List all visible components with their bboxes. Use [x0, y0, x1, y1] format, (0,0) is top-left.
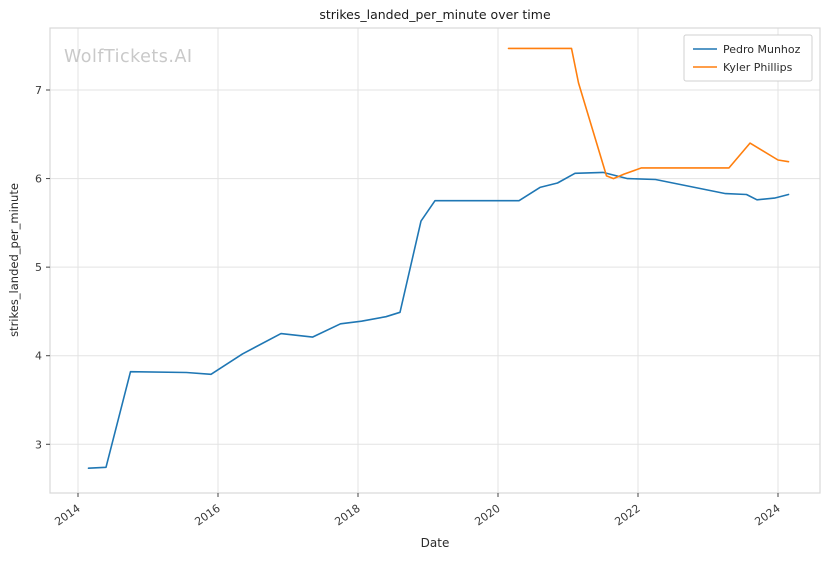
legend: Pedro Munhoz Kyler Phillips: [683, 34, 813, 82]
y-tick-label: 4: [35, 350, 42, 363]
series-line-kyler-phillips: [507, 47, 790, 180]
x-tick-label: 2018: [332, 502, 362, 529]
x-tick-label: 2020: [472, 502, 502, 529]
x-tick-label: 2022: [612, 502, 642, 529]
x-tick-label: 2024: [752, 502, 782, 529]
legend-label: Pedro Munhoz: [723, 43, 801, 56]
chart-title: strikes_landed_per_minute over time: [319, 7, 551, 22]
x-axis-label: Date: [420, 536, 450, 550]
y-tick-label: 3: [35, 438, 42, 451]
y-axis-label: strikes_landed_per_minute: [7, 183, 21, 337]
series-line-pedro-munhoz: [87, 171, 790, 469]
plot-border: [49, 27, 821, 494]
legend-label: Kyler Phillips: [723, 61, 793, 74]
x-tick-label: 2014: [52, 502, 82, 529]
y-tick-label: 7: [35, 84, 42, 97]
y-tick-label: 5: [35, 261, 42, 274]
y-tick-label: 6: [35, 173, 42, 186]
x-tick-label: 2016: [192, 502, 222, 529]
legend-box: [683, 34, 813, 82]
watermark: WolfTickets.AI: [64, 47, 193, 67]
